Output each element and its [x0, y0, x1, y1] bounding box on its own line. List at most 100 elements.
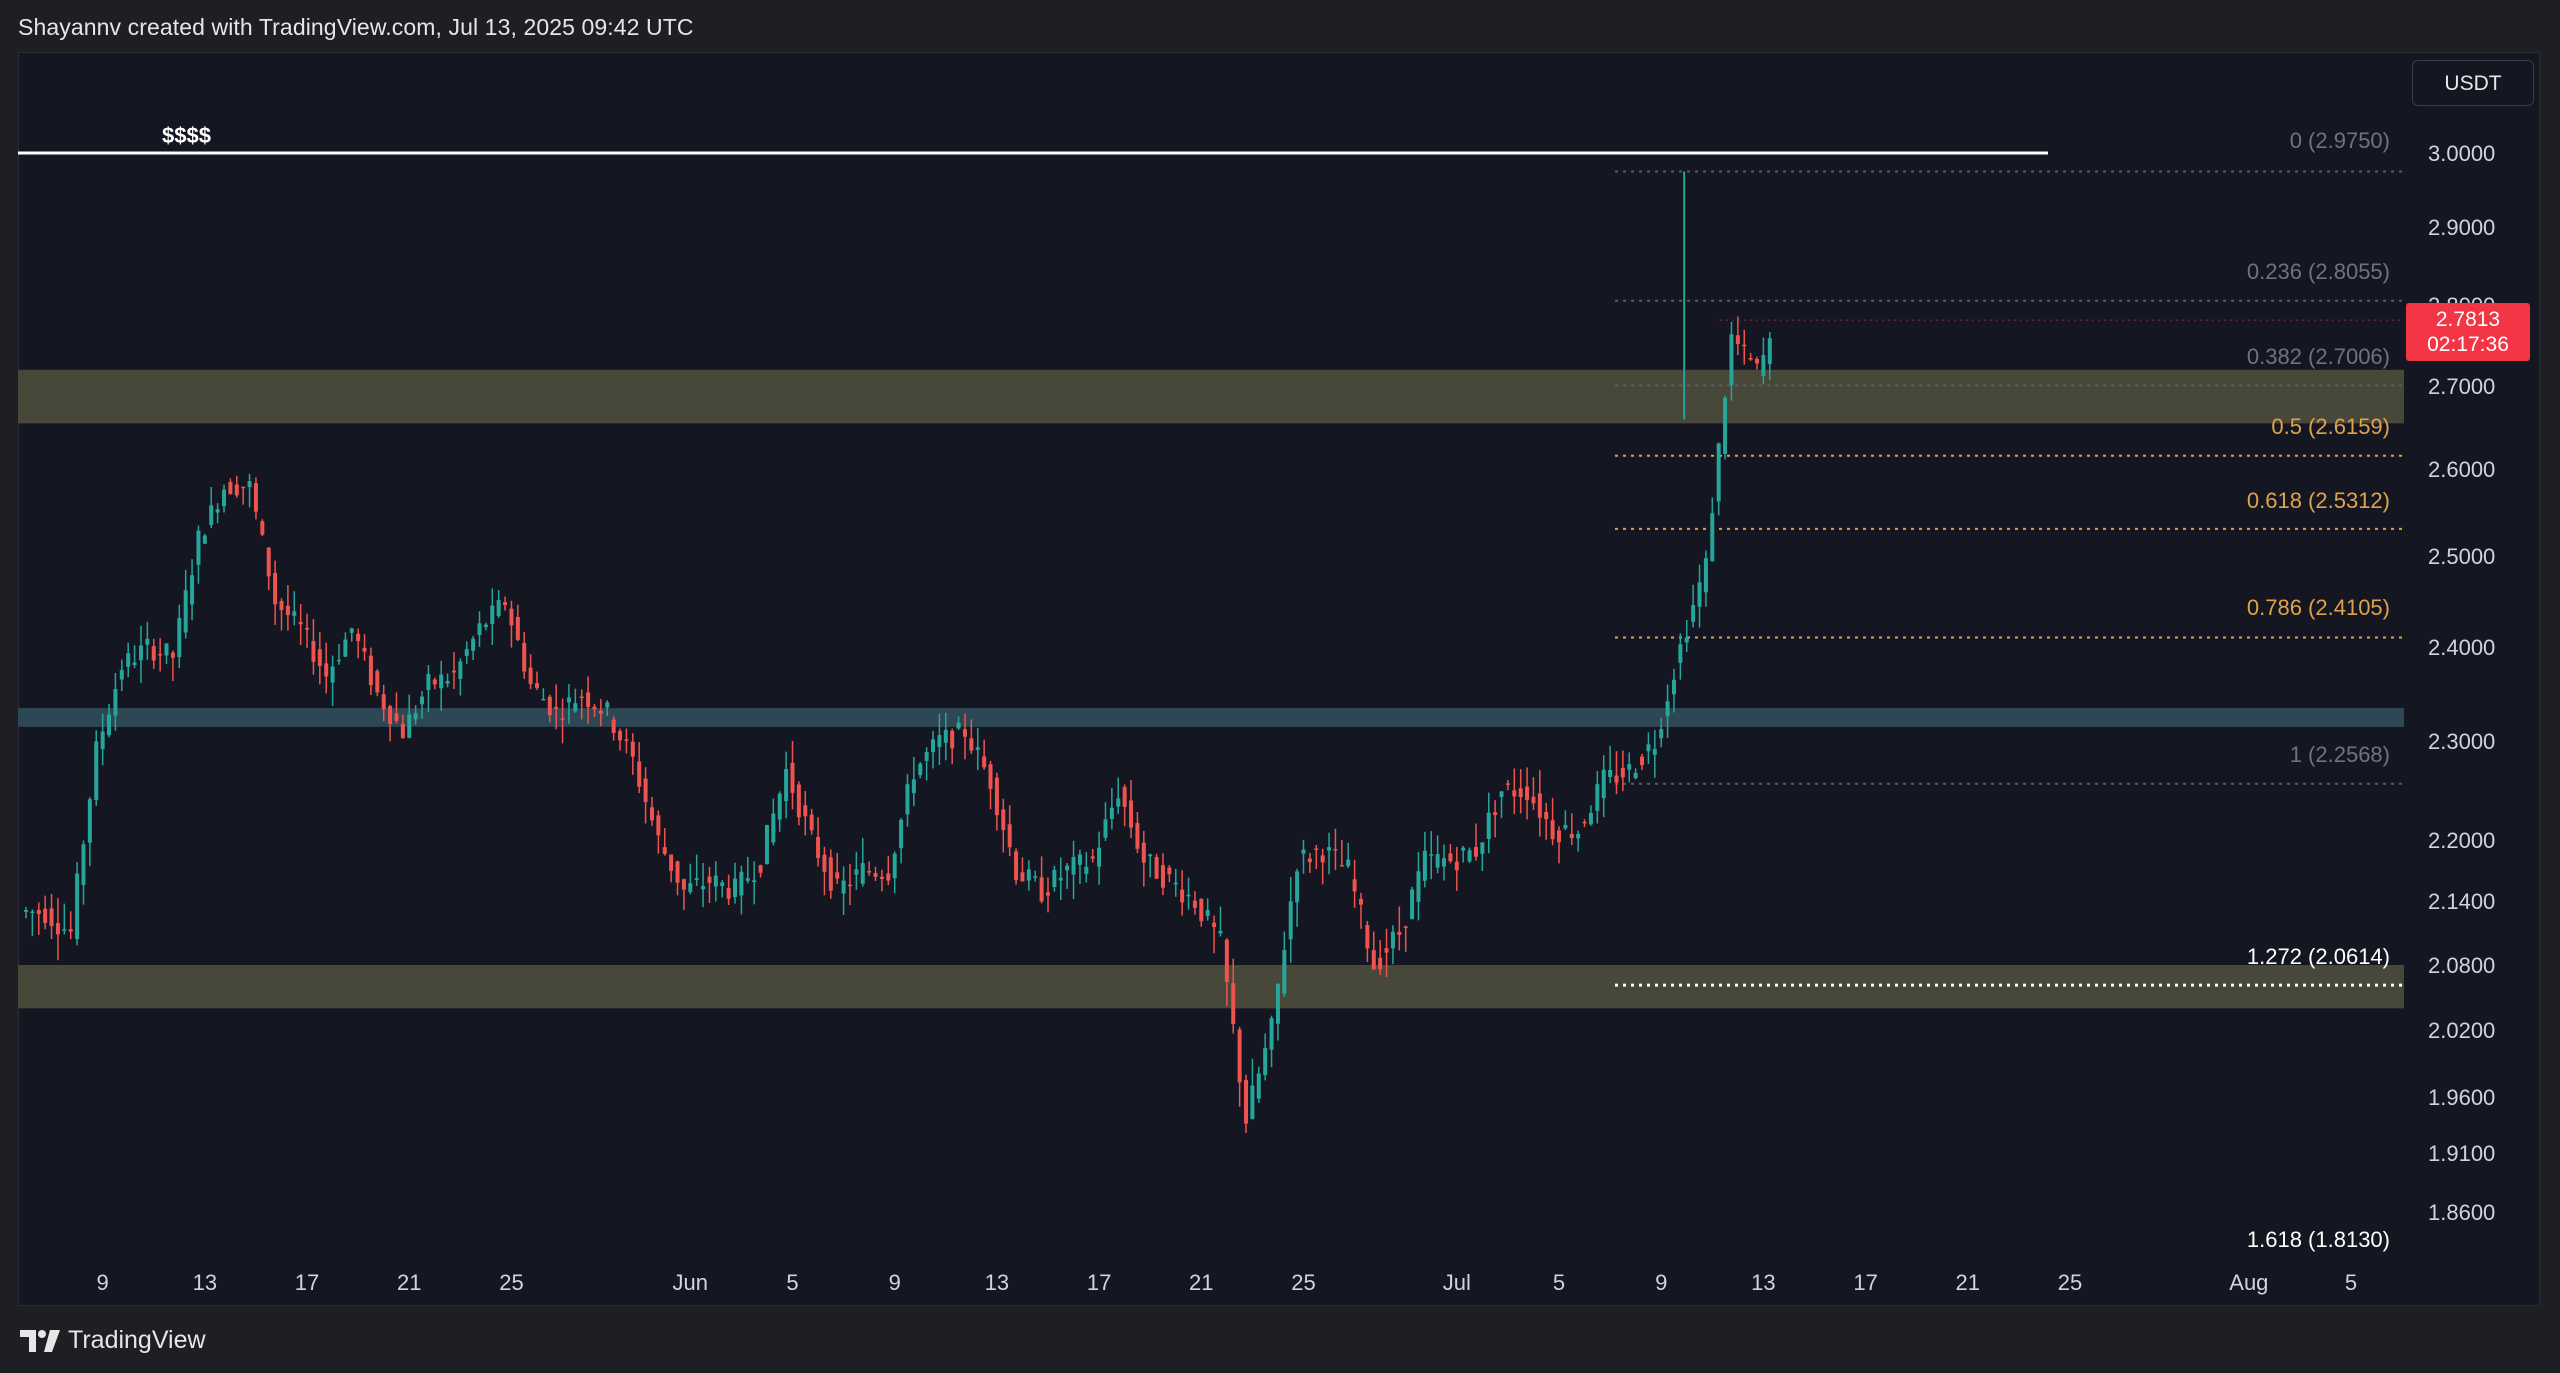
- fib-level-label: 0.618 (2.5312): [2247, 488, 2390, 513]
- y-axis-tick-label: 2.7000: [2428, 374, 2495, 399]
- candle-body: [656, 815, 661, 836]
- candle-body: [107, 714, 112, 736]
- x-axis-tick-label: 17: [1087, 1270, 1111, 1295]
- candle-body: [292, 611, 297, 616]
- x-axis-tick-label: 9: [97, 1270, 109, 1295]
- candle-body: [1569, 834, 1574, 839]
- candle-body: [969, 738, 974, 751]
- liquidity-label: $$$$: [162, 123, 211, 148]
- y-axis-tick-label: 1.8600: [2428, 1200, 2495, 1225]
- candle-body: [1588, 813, 1593, 825]
- fib-level-label: 1.272 (2.0614): [2247, 944, 2390, 969]
- candle-body: [119, 669, 124, 680]
- candle-body: [758, 865, 763, 873]
- candle-body: [164, 643, 169, 656]
- y-axis-tick-label: 2.3000: [2428, 729, 2495, 754]
- candle-body: [49, 908, 54, 927]
- candle-body: [1282, 950, 1287, 994]
- candle-body: [1205, 910, 1210, 916]
- y-axis-tick-label: 2.4000: [2428, 635, 2495, 660]
- candle-body: [247, 481, 252, 488]
- candle-body: [1339, 865, 1344, 867]
- candle-body: [950, 730, 955, 749]
- candle-body: [1493, 812, 1498, 816]
- candle-body: [1473, 847, 1478, 857]
- chart-frame[interactable]: [18, 52, 2540, 1306]
- candle-body: [694, 878, 699, 881]
- candle-body: [554, 706, 559, 709]
- candle-body: [598, 710, 603, 714]
- candle-body: [931, 739, 936, 753]
- candle-body: [311, 641, 316, 662]
- candle-body: [630, 741, 635, 757]
- fib-level-label: 1 (2.2568): [2290, 742, 2390, 767]
- candle-body: [1614, 775, 1619, 783]
- candle-body: [713, 875, 718, 887]
- candle-body: [381, 694, 386, 710]
- candle-body: [1314, 848, 1319, 850]
- candle-body: [1001, 809, 1006, 830]
- candle-body: [43, 908, 48, 923]
- candle-body: [1026, 869, 1031, 881]
- candle-body: [222, 489, 227, 507]
- y-axis-tick-label: 2.9000: [2428, 215, 2495, 240]
- candle-body: [1122, 786, 1127, 807]
- candle-body: [1014, 851, 1019, 881]
- candle-body: [1486, 812, 1491, 839]
- candle-body: [87, 799, 92, 843]
- tradingview-brand-label: TradingView: [68, 1326, 206, 1354]
- candle-body: [892, 853, 897, 879]
- x-axis-tick-label: 25: [2058, 1270, 2082, 1295]
- x-axis-tick-label: 5: [786, 1270, 798, 1295]
- candle-body: [1550, 820, 1555, 840]
- candle-body: [349, 628, 354, 633]
- y-axis-tick-label: 2.1400: [2428, 889, 2495, 914]
- candle-body: [24, 910, 28, 912]
- tradingview-brand[interactable]: TradingView: [20, 1326, 206, 1355]
- candle-body: [1480, 842, 1485, 854]
- candle-body: [388, 706, 393, 724]
- candle-body: [458, 661, 463, 679]
- candle-body: [1691, 605, 1696, 622]
- fib-level-label: 0.5 (2.6159): [2271, 414, 2390, 439]
- candle-body: [94, 741, 99, 800]
- candle-body: [1135, 823, 1140, 849]
- candle-body: [36, 909, 41, 915]
- candle-body: [362, 647, 367, 652]
- candle-body: [918, 763, 923, 776]
- candle-body: [573, 703, 578, 712]
- chart-attribution: Shayannv created with TradingView.com, J…: [18, 14, 694, 40]
- candle-body: [1518, 788, 1523, 798]
- candle-body: [1097, 847, 1102, 867]
- candle-body: [126, 653, 131, 667]
- candle-body: [982, 756, 987, 768]
- candle-body: [733, 878, 738, 898]
- candle-body: [132, 662, 137, 665]
- candle-body: [464, 649, 469, 656]
- candle-body: [1237, 1029, 1242, 1083]
- candle-body: [1250, 1085, 1255, 1120]
- x-axis-tick-label: 25: [1291, 1270, 1315, 1295]
- candle-body: [1052, 869, 1057, 888]
- candle-body: [771, 813, 776, 843]
- candle-body: [1154, 856, 1159, 879]
- candle-body: [266, 547, 271, 577]
- candle-body: [1755, 358, 1760, 364]
- currency-selector-button[interactable]: USDT: [2412, 60, 2534, 106]
- candle-body: [285, 605, 290, 616]
- x-axis-tick-label: 13: [193, 1270, 217, 1295]
- x-axis-tick-label: 21: [397, 1270, 421, 1295]
- candle-body: [228, 481, 233, 495]
- candle-body: [1295, 871, 1300, 903]
- candle-body: [305, 628, 310, 630]
- candle-body: [560, 718, 565, 720]
- candle-body: [803, 805, 808, 817]
- candle-body: [241, 486, 246, 489]
- candle-body: [1761, 355, 1766, 376]
- candle-body: [330, 666, 335, 683]
- candle-body: [879, 876, 884, 879]
- candle-body: [177, 618, 182, 658]
- candle-body: [1467, 850, 1472, 862]
- candle-body: [669, 854, 674, 871]
